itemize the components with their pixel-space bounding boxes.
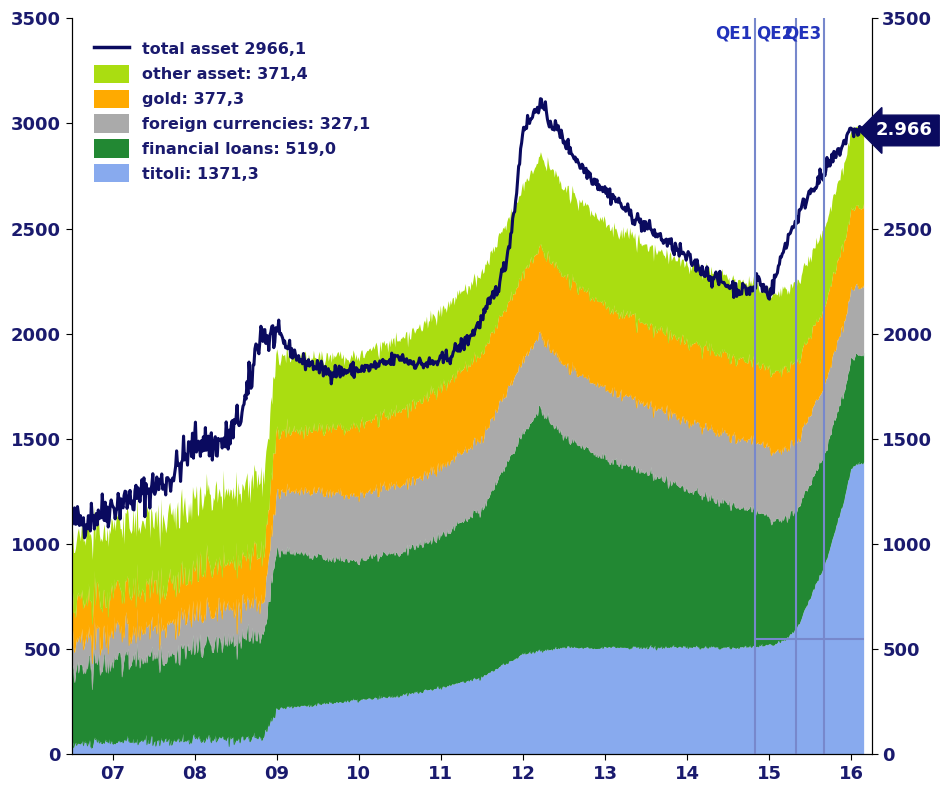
Text: QE3: QE3 <box>784 25 821 42</box>
Legend: total asset 2966,1, other asset: 371,4, gold: 377,3, foreign currencies: 327,1, : total asset 2966,1, other asset: 371,4, … <box>88 33 377 189</box>
Text: 2.966: 2.966 <box>876 121 933 140</box>
Text: QE1: QE1 <box>715 25 752 42</box>
Text: QE2: QE2 <box>756 25 793 42</box>
